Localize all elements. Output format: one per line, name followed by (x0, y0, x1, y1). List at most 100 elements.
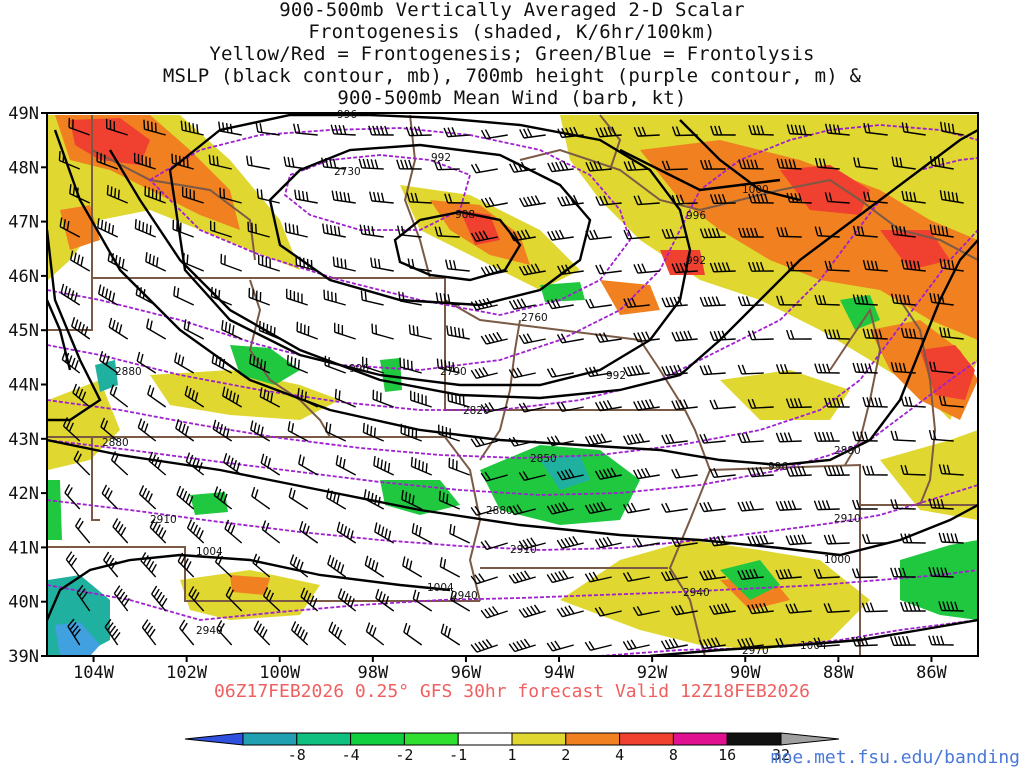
wind-barb (901, 122, 926, 136)
wi-il-border (709, 463, 978, 506)
wind-barb (213, 486, 233, 510)
wind-barb (519, 128, 546, 139)
wind-barb (661, 228, 688, 239)
wind-barb (373, 455, 395, 476)
wind-barb (738, 159, 764, 170)
wind-barb (62, 417, 81, 442)
wind-barb (295, 255, 318, 272)
wind-barb (862, 465, 888, 476)
wind-barb (861, 602, 888, 613)
wind-barb (824, 260, 850, 272)
wind-barb (216, 620, 233, 646)
mslp-label: 992 (686, 255, 706, 267)
wind-barb (546, 501, 574, 515)
wind-barb (594, 536, 622, 549)
wind-barb (109, 384, 129, 408)
wind-barb (401, 489, 423, 510)
height-label: 2880 (834, 445, 861, 457)
wind-barb (928, 498, 954, 510)
height-label: 2910 (510, 544, 537, 556)
wind-barb (113, 585, 131, 612)
wind-barb (138, 485, 157, 510)
wind-barb (775, 364, 802, 374)
wind-barb (508, 570, 536, 584)
wind-barb (148, 451, 167, 476)
wind-barb (284, 222, 308, 238)
wind-barb (67, 618, 81, 646)
wind-barb (853, 157, 878, 170)
wind-barb (508, 638, 536, 653)
wind-barb (863, 191, 888, 204)
wind-barb (632, 606, 660, 617)
wind-barb (218, 121, 242, 136)
height-label: 2910 (834, 513, 861, 525)
wind-barb (623, 364, 650, 377)
wind-barb (747, 330, 774, 341)
lat-tick-label: 48N (8, 158, 39, 178)
wind-barb (60, 283, 81, 306)
colorbar-label: -4 (342, 746, 360, 764)
wind-barb (250, 420, 271, 442)
colorbar-swatch (672, 732, 728, 746)
lat-tick-label: 46N (8, 267, 39, 287)
wind-barb (775, 500, 802, 511)
wind-barb (938, 464, 964, 476)
wind-barb (900, 464, 926, 476)
wind-barb (443, 127, 470, 138)
lake-michigan-east (899, 299, 937, 506)
mslp-label: 996 (686, 210, 706, 222)
wind-barb (862, 259, 888, 272)
lat-tick-label: 42N (8, 484, 39, 504)
wind-barb (595, 195, 622, 206)
wind-barb (72, 383, 91, 408)
wind-barb (623, 160, 650, 172)
wind-barb (660, 638, 688, 650)
wind-barb (786, 192, 812, 204)
wind-barb (518, 263, 546, 276)
wind-barb (776, 227, 802, 238)
credit-link[interactable]: moe.met.fsu.edu/banding (770, 747, 1020, 768)
colorbar-swatch (726, 732, 782, 746)
colorbar-label: 32 (772, 746, 790, 764)
wind-barb (208, 154, 232, 170)
wind-barb (557, 194, 584, 207)
wind-barb (172, 219, 194, 238)
wind-barb (775, 432, 802, 443)
wind-barb (901, 190, 926, 204)
wind-barb (928, 566, 954, 578)
wind-barb (623, 297, 650, 309)
wind-barb (547, 160, 574, 173)
height-2760 (148, 127, 632, 316)
colorbar-max-arrow (780, 732, 840, 746)
wind-barb (556, 605, 584, 618)
colorbar-label: -1 (449, 746, 467, 764)
wind-barb (173, 286, 195, 306)
wind-barb (438, 424, 460, 442)
wind-barb (104, 618, 121, 646)
wind-barb (785, 534, 812, 546)
wind-barb (699, 364, 726, 376)
wy-ne-border (91, 437, 100, 521)
wind-barb (470, 573, 498, 585)
wind-barb (699, 433, 726, 444)
wind-barb (786, 124, 812, 136)
wind-barb (852, 499, 878, 510)
height-label: 2850 (530, 453, 557, 465)
wind-barb (261, 520, 281, 544)
title-line-1: 900-500mb Vertically Averaged 2-D Scalar (279, 0, 745, 21)
height-2850 (47, 229, 978, 459)
mslp-1000-north (679, 119, 801, 202)
height-2880 (47, 359, 978, 496)
wind-barb (171, 153, 194, 170)
lon-tick-label: 94W (544, 663, 575, 683)
wind-barb (96, 151, 118, 170)
mslp-992-center (268, 143, 592, 307)
wind-barb (372, 389, 394, 408)
wind-barb (133, 152, 156, 170)
wind-barb (671, 399, 698, 411)
wind-barb (212, 419, 233, 442)
wind-barb (144, 185, 166, 204)
wind-barb (177, 552, 195, 578)
wind-barb (814, 294, 840, 306)
